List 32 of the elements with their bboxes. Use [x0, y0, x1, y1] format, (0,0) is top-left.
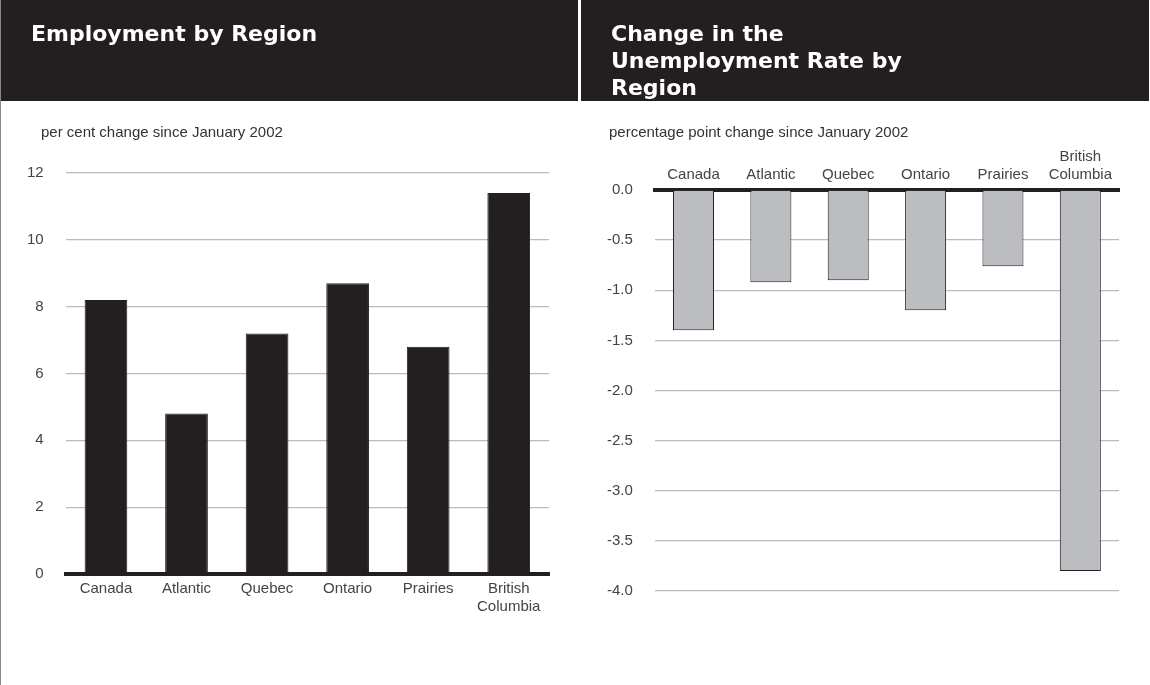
y-tick-label: 2: [35, 497, 44, 515]
chart-title: Employment by Region: [31, 20, 319, 47]
y-axis-title: percentage point change since January 2002: [609, 123, 910, 140]
x-tick-label: Canada: [667, 165, 721, 183]
x-tick-label: Prairies: [977, 165, 1029, 183]
y-tick-label: -2.5: [606, 430, 633, 448]
x-tick-label: Quebec: [821, 165, 876, 183]
x-tick-label: Ontario: [323, 579, 373, 597]
y-tick-label: -1.0: [606, 280, 633, 298]
y-tick-label: -1.5: [606, 330, 633, 348]
x-tick-label: Atlantic: [746, 165, 796, 183]
x-tick-label: Prairies: [402, 579, 454, 597]
y-tick-label: 10: [27, 229, 44, 247]
y-axis-title: per cent change since January 2002: [41, 123, 284, 140]
y-tick-label: -3.5: [606, 531, 633, 549]
y-tick-label: 8: [35, 296, 44, 314]
x-tick-label: Ontario: [901, 165, 951, 183]
x-tick-label: British Columbia: [477, 579, 542, 615]
x-tick-label: Atlantic: [161, 579, 212, 597]
y-tick-label: 0.0: [611, 180, 633, 198]
y-tick-label: -0.5: [606, 230, 633, 248]
y-tick-label: -2.0: [606, 380, 633, 398]
y-tick-label: -4.0: [606, 581, 633, 599]
y-tick-label: 4: [35, 430, 44, 448]
y-tick-label: 6: [35, 363, 44, 381]
y-tick-label: 0: [35, 564, 44, 582]
x-tick-label: Canada: [79, 579, 133, 597]
y-tick-label: 12: [27, 163, 44, 181]
y-tick-label: -3.0: [606, 480, 633, 498]
x-tick-label: British Columbia: [1048, 147, 1113, 183]
chart-title: Change in the Unemployment Rate by Region: [611, 20, 903, 101]
x-tick-label: Quebec: [240, 579, 294, 597]
